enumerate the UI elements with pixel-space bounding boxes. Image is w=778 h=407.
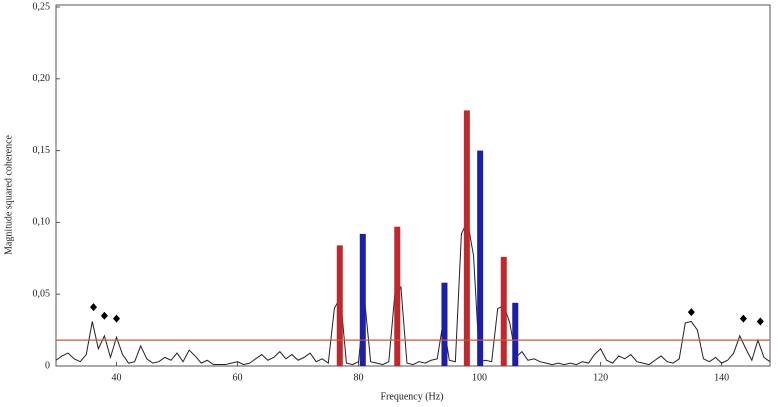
- plot-frame: [55, 4, 771, 367]
- y-tick-label: 0,25: [33, 1, 51, 12]
- diamond-marker: [756, 317, 764, 326]
- bar: [512, 302, 519, 366]
- diamond-marker: [113, 314, 121, 323]
- x-tick-label: 100: [472, 372, 487, 383]
- diamond-marker: [100, 311, 108, 320]
- y-tick-label: 0,15: [33, 145, 51, 156]
- x-axis-label: Frequency (Hz): [380, 391, 443, 402]
- x-tick-label: 40: [112, 372, 122, 383]
- diamond-marker: [687, 308, 695, 317]
- bar: [441, 282, 448, 366]
- y-axis-label: Magnitude squared coherence: [3, 134, 14, 255]
- bar: [477, 150, 484, 366]
- diamond-marker: [90, 303, 98, 312]
- x-tick-label: 140: [714, 372, 729, 383]
- y-tick-label: 0,20: [33, 73, 51, 84]
- bar: [336, 245, 343, 366]
- y-tick-label: 0,10: [33, 217, 51, 228]
- bar: [394, 226, 401, 366]
- coherence-line: [55, 219, 771, 366]
- bar: [359, 233, 366, 366]
- bar: [463, 110, 470, 366]
- x-tick-label: 120: [593, 372, 608, 383]
- diamond-marker: [739, 314, 747, 323]
- bar: [500, 256, 507, 366]
- x-tick-label: 60: [233, 372, 243, 383]
- y-tick-label: 0,05: [33, 288, 51, 299]
- y-tick-label: 0: [45, 360, 50, 371]
- x-tick-label: 80: [354, 372, 364, 383]
